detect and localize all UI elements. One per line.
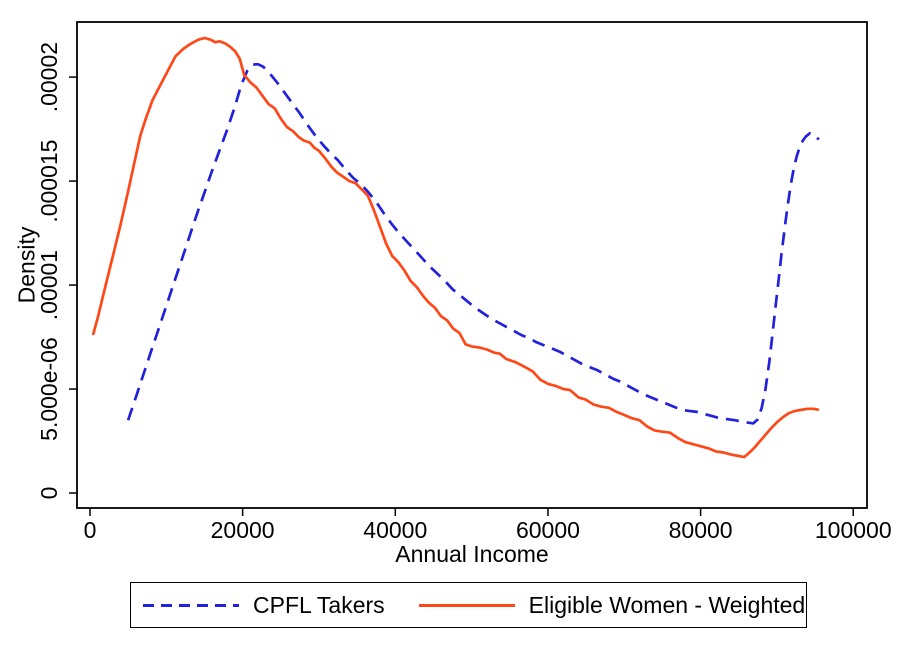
plot-frame xyxy=(76,21,868,509)
y-tick-label: .00001 xyxy=(36,250,62,320)
legend-line-eligible-women-icon xyxy=(418,603,515,607)
legend: CPFL Takers Eligible Women - Weighted xyxy=(130,582,807,628)
x-tick-label: 40000 xyxy=(363,517,427,543)
x-tick-label: 20000 xyxy=(211,517,275,543)
y-axis-title: Density xyxy=(13,226,40,304)
y-tick-label: .000015 xyxy=(36,140,62,223)
y-tick-label: .00002 xyxy=(36,42,62,112)
x-tick-label: 80000 xyxy=(669,517,733,543)
x-tick-label: 0 xyxy=(84,517,97,543)
legend-label-eligible-women: Eligible Women - Weighted xyxy=(528,591,806,618)
y-tick-label: 0 xyxy=(36,487,62,500)
x-tick-label: 60000 xyxy=(516,517,580,543)
x-axis-title: Annual Income xyxy=(395,541,549,567)
y-tick-label: 5.000e-06 xyxy=(36,337,62,441)
series-line-cpfl-takers xyxy=(126,62,820,425)
legend-line-cpfl-takers-icon xyxy=(143,603,239,607)
series-line-eligible-women-weighted xyxy=(91,36,820,459)
plot-area: 0 5.000e-06 .00001 .000015 .00002 0 20000 40000… xyxy=(36,21,892,543)
x-tick-label: 100000 xyxy=(815,517,892,543)
legend-label-cpfl-takers: CPFL Takers xyxy=(253,591,385,618)
